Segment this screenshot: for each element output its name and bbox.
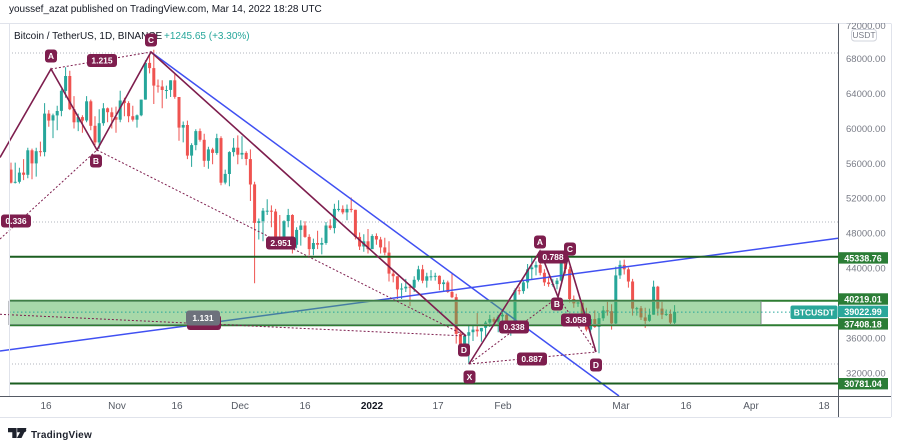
svg-text:B: B	[93, 156, 99, 166]
svg-text:16: 16	[171, 401, 183, 412]
svg-text:45338.76: 45338.76	[844, 253, 882, 263]
svg-text:44000.00: 44000.00	[846, 264, 886, 275]
svg-text:52000.00: 52000.00	[846, 194, 886, 205]
svg-text:64000.00: 64000.00	[846, 89, 886, 100]
svg-text:A: A	[537, 237, 543, 247]
svg-text:D: D	[593, 360, 599, 370]
svg-text:1.215: 1.215	[91, 56, 113, 66]
svg-text:18: 18	[818, 401, 830, 412]
svg-text:39022.99: 39022.99	[844, 307, 882, 317]
svg-text:1.131: 1.131	[192, 313, 214, 323]
svg-text:56000.00: 56000.00	[846, 159, 886, 170]
svg-text:68000.00: 68000.00	[846, 54, 886, 65]
svg-text:48000.00: 48000.00	[846, 229, 886, 240]
svg-text:X: X	[467, 372, 473, 382]
svg-text:60000.00: 60000.00	[846, 124, 886, 135]
svg-text:0.336: 0.336	[5, 216, 27, 226]
svg-text:16: 16	[680, 401, 692, 412]
svg-text:16: 16	[299, 401, 311, 412]
svg-text:Bitcoin / TetherUS, 1D, BINANC: Bitcoin / TetherUS, 1D, BINANCE	[14, 31, 163, 42]
svg-text:Nov: Nov	[108, 401, 126, 412]
svg-text:B: B	[554, 299, 560, 309]
svg-text:37408.18: 37408.18	[844, 319, 882, 329]
svg-text:Dec: Dec	[231, 401, 249, 412]
svg-text:Feb: Feb	[494, 401, 512, 412]
svg-text:40219.01: 40219.01	[844, 294, 882, 304]
svg-text:0.887: 0.887	[521, 354, 543, 364]
svg-text:32000.00: 32000.00	[846, 369, 886, 380]
svg-text:2.951: 2.951	[270, 238, 292, 248]
svg-text:D: D	[461, 345, 467, 355]
svg-text:30781.04: 30781.04	[844, 379, 882, 389]
svg-text:0.338: 0.338	[503, 322, 525, 332]
svg-text:TradingView: TradingView	[31, 430, 92, 441]
svg-text:A: A	[48, 51, 54, 61]
svg-text:+1245.65 (+3.30%): +1245.65 (+3.30%)	[164, 31, 250, 42]
svg-text:2022: 2022	[361, 401, 384, 412]
svg-text:BTCUSDT: BTCUSDT	[794, 308, 835, 318]
svg-text:36000.00: 36000.00	[846, 334, 886, 345]
svg-text:72000.00: 72000.00	[846, 21, 886, 32]
svg-text:Mar: Mar	[612, 401, 630, 412]
svg-text:0.788: 0.788	[542, 252, 564, 262]
svg-text:USDT: USDT	[852, 30, 875, 40]
svg-text:C: C	[148, 35, 154, 45]
svg-text:3.058: 3.058	[565, 315, 587, 325]
svg-text:C: C	[567, 244, 573, 254]
svg-text:Apr: Apr	[743, 401, 759, 412]
svg-text:16: 16	[40, 401, 52, 412]
svg-text:17: 17	[432, 401, 444, 412]
